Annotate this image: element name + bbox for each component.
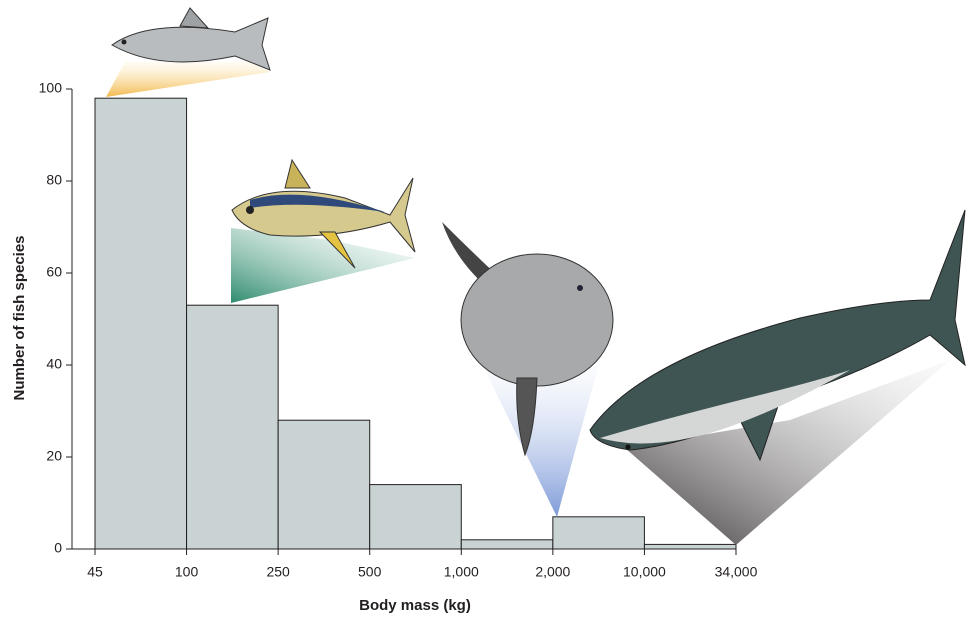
tuna-illustration <box>231 158 416 269</box>
y-axis-title: Number of fish species <box>11 235 28 400</box>
light-beam <box>625 360 950 545</box>
bar <box>552 516 645 550</box>
x-tick-label: 100 <box>175 564 199 580</box>
x-tick-label: 1,000 <box>444 564 479 580</box>
trout-illustration <box>111 7 271 71</box>
plot-area: 0 20 40 60 80 100 45 100 250 500 1,000 2,000 10,000 3… <box>39 80 758 580</box>
light-beam <box>231 228 415 303</box>
y-tick-label: 80 <box>46 172 62 188</box>
y-tick-label: 20 <box>46 448 62 464</box>
sunfish-illustration <box>442 222 614 457</box>
y-tick-label: 60 <box>46 264 62 280</box>
bar <box>460 539 554 550</box>
bar <box>186 304 279 550</box>
x-tick-label: 10,000 <box>623 564 666 580</box>
x-tick-label: 250 <box>266 564 290 580</box>
x-tick-label: 2,000 <box>535 564 570 580</box>
x-tick-label: 45 <box>87 564 103 580</box>
y-tick-label: 40 <box>46 356 62 372</box>
y-tick-label: 100 <box>39 80 63 96</box>
x-tick-label: 500 <box>358 564 382 580</box>
bar <box>369 484 462 550</box>
whale-shark-illustration <box>589 209 966 462</box>
x-axis-title: Body mass (kg) <box>359 597 471 614</box>
illustrations <box>106 7 966 545</box>
bar <box>643 543 737 550</box>
light-beam <box>480 360 600 517</box>
light-beam <box>106 62 270 97</box>
x-tick-label: 34,000 <box>715 564 758 580</box>
bar <box>94 97 188 550</box>
bar <box>277 419 371 550</box>
y-tick-label: 0 <box>54 540 62 556</box>
